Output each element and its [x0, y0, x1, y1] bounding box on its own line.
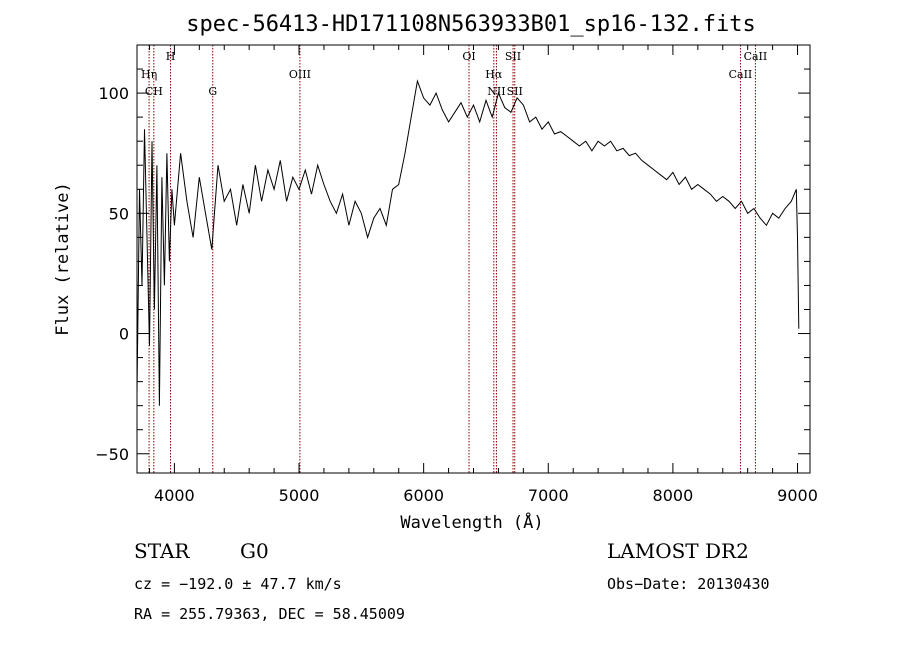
x-tick-label: 9000: [777, 486, 818, 505]
x-axis-label: Wavelength (Å): [400, 511, 543, 533]
y-axis-label: Flux (relative): [53, 182, 73, 336]
x-tick-label: 7000: [528, 486, 569, 505]
marker-label-11: CaII: [744, 50, 768, 63]
x-tick-label: 5000: [279, 486, 320, 505]
observation-date: Obs−Date: 20130430: [607, 575, 770, 593]
marker-label-9: SII: [507, 85, 523, 98]
marker-label-6: Hα: [485, 68, 503, 81]
spectrum-series-line: [136, 79, 800, 406]
ra-dec-coordinates: RA = 255.79363, DEC = 58.45009: [134, 605, 405, 623]
y-tick-label: 50: [109, 204, 129, 223]
object-subclass: G0: [240, 539, 269, 563]
redshift-velocity: cz = −192.0 ± 47.7 km/s: [134, 575, 342, 593]
y-tick-label: −50: [95, 445, 129, 464]
marker-label-4: OIII: [289, 68, 311, 81]
x-tick-label: 8000: [653, 486, 694, 505]
marker-label-8: SII: [505, 50, 521, 63]
plot-frame: [136, 44, 811, 474]
survey-name: LAMOST DR2: [607, 539, 749, 563]
x-axis-ticks: 4000 5000 6000 7000 8000 9000: [148, 45, 818, 505]
marker-label-5: OI: [462, 50, 475, 63]
object-class: STAR: [134, 539, 190, 563]
marker-label-2: H: [166, 50, 176, 63]
y-tick-label: 100: [98, 84, 129, 103]
marker-label-10: CaII: [729, 68, 753, 81]
marker-label-0: Hη: [141, 68, 157, 81]
marker-label-3: G: [208, 85, 217, 98]
y-tick-label: 0: [119, 325, 129, 344]
emission-line-markers: [148, 45, 756, 473]
x-tick-label: 4000: [154, 486, 195, 505]
y-axis-ticks: −50 0 50 100: [95, 68, 810, 464]
marker-label-7: NII: [487, 85, 505, 98]
marker-label-1: CH: [145, 85, 163, 98]
chart-title: spec-56413-HD171108N563933B01_sp16-132.f…: [186, 12, 756, 37]
x-tick-label: 6000: [403, 486, 444, 505]
